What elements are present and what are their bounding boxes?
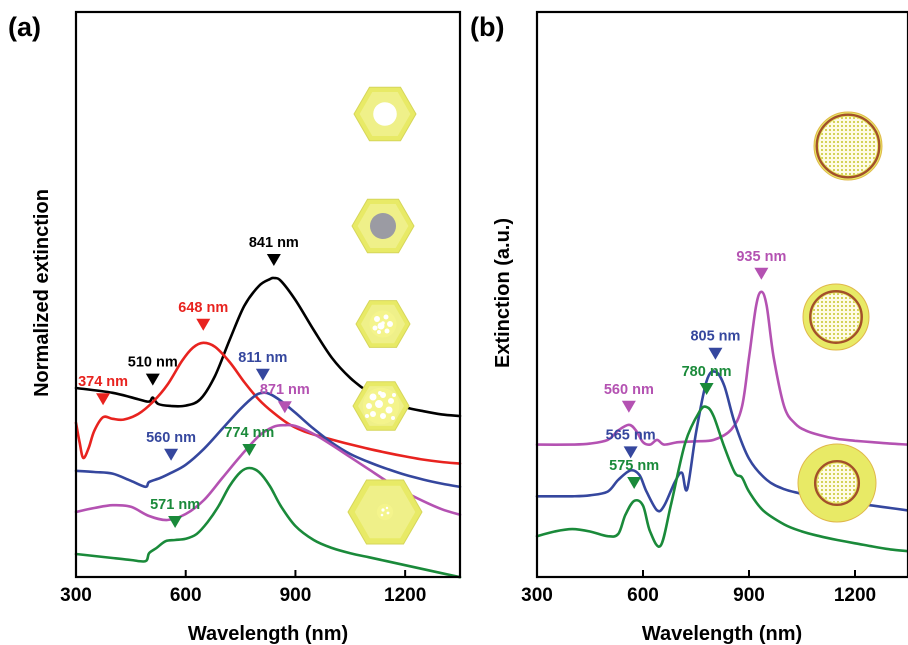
peak-marker <box>623 446 638 459</box>
panel-a-frame <box>74 10 462 579</box>
panel-a-x-ticks: 300 600 900 1200 <box>60 570 426 606</box>
series-line-green <box>74 466 462 579</box>
peak-label: 780 nm <box>682 364 732 380</box>
peak-label: 571 nm <box>150 497 200 513</box>
x-tick-label: 600 <box>170 585 202 606</box>
x-tick-label: 1200 <box>384 585 426 606</box>
peak-marker <box>277 401 292 414</box>
peak-label: 811 nm <box>238 350 287 366</box>
panel-a-label: (a) <box>8 12 41 42</box>
peak-label: 565 nm <box>606 427 656 443</box>
peak-marker <box>145 373 160 386</box>
panel-b-insets <box>797 111 883 523</box>
inset-hexagon-hole <box>353 86 417 142</box>
peak-label: 805 nm <box>690 329 740 345</box>
peak-marker <box>196 318 211 331</box>
inset-hexagon-small-core <box>347 479 423 545</box>
peak-label: 560 nm <box>146 430 196 446</box>
inset-disk-thin-shell <box>813 111 883 181</box>
inset-disk-thick-shell <box>797 443 877 523</box>
inset-hexagon-core <box>351 198 415 254</box>
peak-marker <box>255 368 270 381</box>
inset-hexagon-mesh <box>352 381 410 431</box>
peak-marker <box>708 347 723 360</box>
x-tick-label: 900 <box>280 585 312 606</box>
x-tick-label: 300 <box>60 585 92 606</box>
panel-a-peak-markers: 510 nm 841 nm 374 nm 648 nm 560 nm 811 nm 871 … <box>78 235 310 528</box>
x-tick-label: 1200 <box>834 585 876 606</box>
x-tick-label: 300 <box>521 585 553 606</box>
panel-b-x-ticks: 300 600 900 1200 <box>521 570 876 606</box>
panel-a-y-axis-label: Normalized extinction <box>31 189 53 397</box>
inset-disk-medium-shell <box>802 283 870 351</box>
peak-marker <box>242 444 257 456</box>
panel-b-y-axis-label: Extinction (a.u.) <box>492 218 514 368</box>
panel-b-peak-markers: 560 nm 935 nm 565 nm 805 nm 575 nm 780 nm <box>604 249 786 489</box>
series-line-blue <box>74 391 462 489</box>
peak-marker <box>627 476 642 489</box>
peak-label: 841 nm <box>249 235 299 251</box>
peak-marker <box>164 448 179 461</box>
peak-label: 510 nm <box>128 355 178 371</box>
panel-b-x-axis-label: Wavelength (nm) <box>642 623 802 645</box>
peak-marker <box>168 516 183 528</box>
panel-a-x-axis-label: Wavelength (nm) <box>188 623 348 645</box>
series-line-magenta <box>535 290 908 446</box>
peak-marker <box>699 382 714 395</box>
panel-b-label: (b) <box>470 12 504 42</box>
panel-b-frame <box>535 10 908 579</box>
peak-label: 774 nm <box>224 425 274 441</box>
peak-label: 871 nm <box>260 382 310 398</box>
peak-label: 560 nm <box>604 382 654 398</box>
peak-marker <box>96 393 111 406</box>
peak-label: 374 nm <box>78 374 128 390</box>
peak-marker <box>266 254 281 266</box>
panel-a-insets <box>347 86 423 545</box>
series-line-red <box>74 341 462 465</box>
peak-label: 648 nm <box>178 300 228 316</box>
peak-label: 935 nm <box>736 249 786 265</box>
panel-a: (a) Normalized extinction 510 nm 841 nm 37… <box>8 10 462 645</box>
series-line-green <box>535 405 908 553</box>
peak-marker <box>621 400 636 413</box>
peak-marker <box>754 267 769 280</box>
inset-hexagon-porous <box>355 300 411 348</box>
x-tick-label: 600 <box>627 585 659 606</box>
peak-label: 575 nm <box>609 458 659 474</box>
panel-b: (b) Extinction (a.u.) 560 nm 935 nm 565 nm… <box>470 10 908 645</box>
x-tick-label: 900 <box>733 585 765 606</box>
